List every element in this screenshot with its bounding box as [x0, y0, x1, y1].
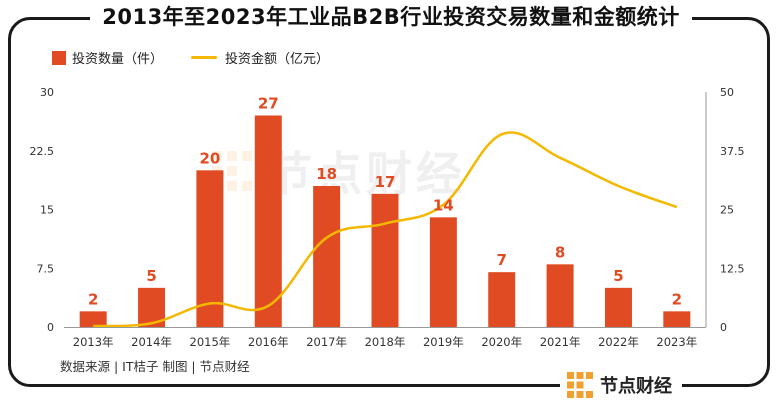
bar: [429, 217, 457, 327]
y-right-tick-label: 37.5: [720, 145, 745, 158]
x-tick-label: 2014年: [131, 335, 172, 349]
brand-logo: 节点财经: [560, 370, 682, 400]
legend-label-line: 投资金额（亿元）: [225, 52, 330, 67]
y-left-tick-label: 7.5: [37, 262, 55, 275]
data-label: 2: [672, 290, 682, 308]
bar: [604, 287, 632, 327]
data-label: 5: [146, 267, 156, 285]
bar: [488, 272, 516, 327]
bar: [546, 264, 574, 327]
legend-item-bar: 投资数量（件）: [52, 48, 163, 67]
x-tick-label: 2023年: [656, 335, 697, 349]
data-labels: 2 5 20 27 18 17 14 7 8 5 2: [88, 95, 682, 309]
legend-swatch-bar: [52, 50, 66, 65]
data-label: 17: [375, 173, 396, 191]
data-label: 7: [497, 251, 507, 269]
data-label: 14: [433, 196, 454, 214]
x-tick-label: 2015年: [190, 335, 231, 349]
bar: [371, 193, 399, 327]
y-left-tick-label: 15: [40, 204, 54, 217]
legend-label-bar: 投资数量（件）: [72, 52, 164, 67]
legend-swatch-line: [191, 56, 218, 59]
brand-logo-icon: [567, 372, 593, 398]
y-left-tick-label: 30: [40, 86, 54, 99]
data-label: 5: [613, 267, 623, 285]
data-label: 8: [555, 243, 565, 261]
bar: [313, 186, 341, 327]
y-left-tick-label: 0: [47, 321, 54, 334]
y-right-tick-label: 0: [720, 321, 727, 334]
x-tick-label: 2022年: [598, 335, 639, 349]
data-label: 20: [199, 149, 220, 167]
y-axis-left: 0 7.5 15 22.5 30: [30, 86, 55, 334]
data-label: 18: [316, 165, 337, 183]
y-axis-right: 0 12.5 25 37.5 50: [705, 86, 745, 334]
data-label: 2: [88, 290, 98, 308]
line-path: [93, 131, 678, 328]
legend: 投资数量（件） 投资金额（亿元）: [52, 48, 357, 67]
x-tick-label: 2016年: [248, 335, 289, 349]
x-axis: 2013年 2014年 2015年 2016年 2017年 2018年 2019年 2020年…: [64, 327, 706, 349]
x-tick-label: 2020年: [481, 335, 522, 349]
y-left-tick-label: 22.5: [30, 145, 55, 158]
y-right-tick-label: 50: [720, 86, 734, 99]
watermark-text: 节点财经: [266, 147, 466, 201]
x-tick-label: 2017年: [306, 335, 347, 349]
y-right-tick-label: 25: [720, 204, 734, 217]
data-label: 27: [258, 95, 279, 113]
chart-title: 2013年至2023年工业品B2B行业投资交易数量和金额统计: [90, 0, 692, 32]
legend-item-line: 投资金额（亿元）: [191, 48, 329, 67]
y-right-tick-label: 12.5: [720, 262, 745, 275]
source-note: 数据来源 | IT桔子 制图 | 节点财经: [60, 359, 250, 374]
bar: [663, 311, 691, 327]
bar: [254, 115, 282, 327]
line-series: [93, 131, 678, 328]
bar: [196, 170, 224, 327]
bar: [79, 311, 107, 327]
x-tick-label: 2019年: [423, 335, 464, 349]
x-tick-label: 2018年: [365, 335, 406, 349]
brand-text: 节点财经: [600, 376, 672, 397]
bar-series: [79, 115, 691, 327]
x-tick-label: 2021年: [540, 335, 581, 349]
x-tick-label: 2013年: [73, 335, 114, 349]
title-wrap: 2013年至2023年工业品B2B行业投资交易数量和金额统计: [0, 0, 782, 36]
